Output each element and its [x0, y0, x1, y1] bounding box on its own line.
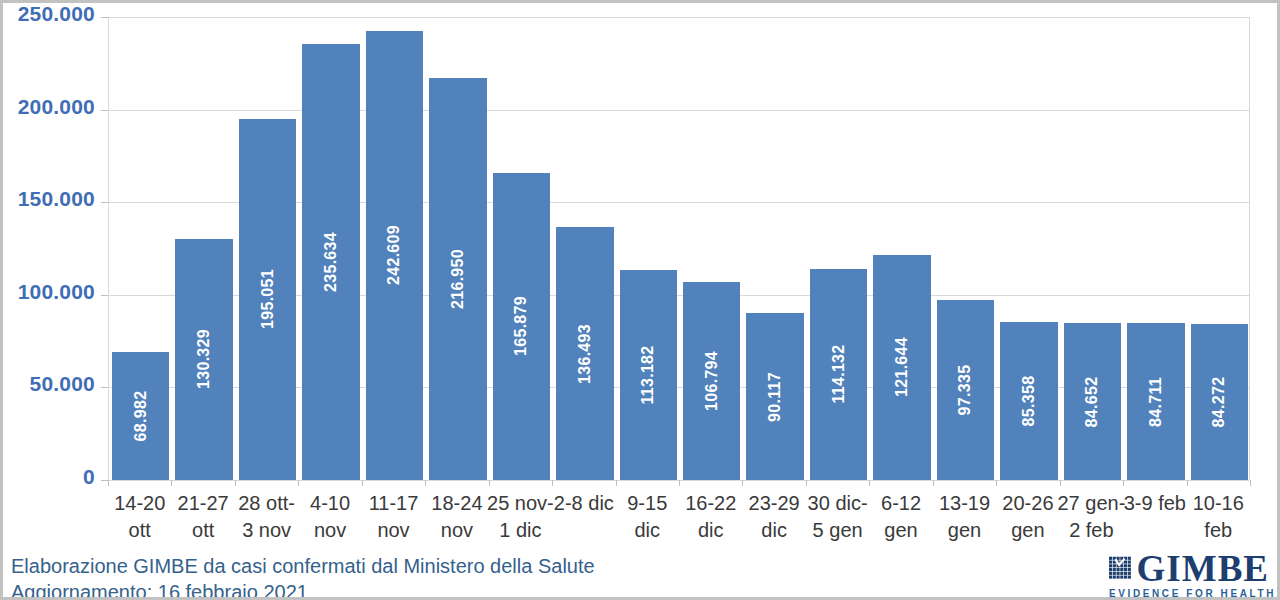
bar-value-label: 216.950: [449, 249, 467, 309]
x-axis-tick: [1187, 480, 1188, 486]
bar-value-label: 165.879: [512, 296, 530, 356]
bar-value-label: 106.794: [703, 351, 721, 411]
x-axis-tick: [806, 480, 807, 486]
bar: 106.794: [683, 282, 740, 480]
x-axis-tick: [108, 480, 109, 486]
bar: 242.609: [366, 31, 423, 480]
bar: 90.117: [746, 313, 803, 480]
bar: 136.493: [556, 227, 613, 480]
bar: 113.182: [620, 270, 677, 480]
bar-value-label: 121.644: [893, 337, 911, 397]
bar: 84.652: [1064, 323, 1121, 480]
bar: 121.644: [873, 255, 930, 480]
bar: 130.329: [175, 239, 232, 480]
y-axis-tick: [101, 17, 108, 18]
bar-value-label: 130.329: [195, 329, 213, 389]
bar: 165.879: [493, 173, 550, 480]
bar-value-label: 84.711: [1147, 377, 1165, 427]
y-axis-label: 150.000: [3, 187, 95, 211]
x-axis-tick: [1060, 480, 1061, 486]
bar-value-label: 97.335: [956, 365, 974, 416]
bar-value-label: 114.132: [830, 345, 848, 404]
x-axis-tick: [235, 480, 236, 486]
bar: 84.272: [1191, 324, 1248, 480]
x-axis-tick: [679, 480, 680, 486]
bar: 85.358: [1000, 322, 1057, 480]
x-axis-tick: [489, 480, 490, 486]
x-axis-tick: [1123, 480, 1124, 486]
bar: 235.634: [302, 44, 359, 480]
bar: 114.132: [810, 269, 867, 480]
footer-source-text: Elaborazione GIMBE da casi confermati da…: [11, 555, 595, 578]
bar-value-label: 136.493: [576, 324, 594, 384]
y-axis-tick: [101, 202, 108, 203]
bar: 195.051: [239, 119, 296, 480]
bar-value-label: 242.609: [385, 225, 403, 285]
bar-value-label: 90.117: [766, 372, 784, 422]
x-axis-tick: [869, 480, 870, 486]
gimbe-logo: GIMBE EVIDENCE FOR HEALTH: [1109, 551, 1269, 599]
y-axis-label: 0: [3, 465, 95, 489]
bar-value-label: 84.272: [1210, 377, 1228, 428]
y-axis-tick: [101, 295, 108, 296]
x-axis-tick: [362, 480, 363, 486]
bar-value-label: 85.358: [1020, 376, 1038, 427]
bar: 216.950: [429, 78, 486, 480]
x-axis-tick: [742, 480, 743, 486]
gimbe-grid-check-icon: [1109, 551, 1132, 585]
y-axis-label: 100.000: [3, 280, 95, 304]
bar: 97.335: [937, 300, 994, 480]
chart-frame: 0 50.000 100.000 150.000 200.000 250.000 68.9…: [0, 0, 1280, 600]
bar: 68.982: [112, 352, 169, 480]
x-axis-tick: [933, 480, 934, 486]
x-axis-tick: [298, 480, 299, 486]
gimbe-logo-tagline: EVIDENCE FOR HEALTH: [1109, 588, 1269, 599]
plot-area: 68.982 130.329 195.051 235.634 242.609 216.95…: [108, 17, 1250, 480]
bar: 84.711: [1127, 323, 1184, 480]
y-axis-label: 50.000: [3, 372, 95, 396]
x-axis-tick: [996, 480, 997, 486]
gridline: [109, 17, 1249, 18]
y-axis-tick: [101, 387, 108, 388]
x-axis-tick: [1250, 480, 1251, 486]
x-axis-label: 10-16 feb: [1168, 490, 1268, 544]
gimbe-logo-name: GIMBE: [1137, 552, 1269, 585]
bar-value-label: 113.182: [639, 346, 657, 405]
footer-update-text: Aggiornamento: 16 febbraio 2021: [11, 581, 308, 600]
bar-value-label: 195.051: [259, 269, 277, 329]
bar-value-label: 68.982: [132, 391, 150, 442]
x-axis-tick: [616, 480, 617, 486]
x-axis-tick: [425, 480, 426, 486]
y-axis-tick: [101, 480, 108, 481]
y-axis-label: 200.000: [3, 95, 95, 119]
bar-value-label: 235.634: [322, 232, 340, 292]
x-axis-tick: [171, 480, 172, 486]
gridline: [109, 110, 1249, 111]
gimbe-logo-top: GIMBE: [1109, 551, 1269, 585]
y-axis-label: 250.000: [3, 2, 95, 26]
x-axis-tick: [552, 480, 553, 486]
y-axis-tick: [101, 110, 108, 111]
bar-value-label: 84.652: [1083, 376, 1101, 427]
